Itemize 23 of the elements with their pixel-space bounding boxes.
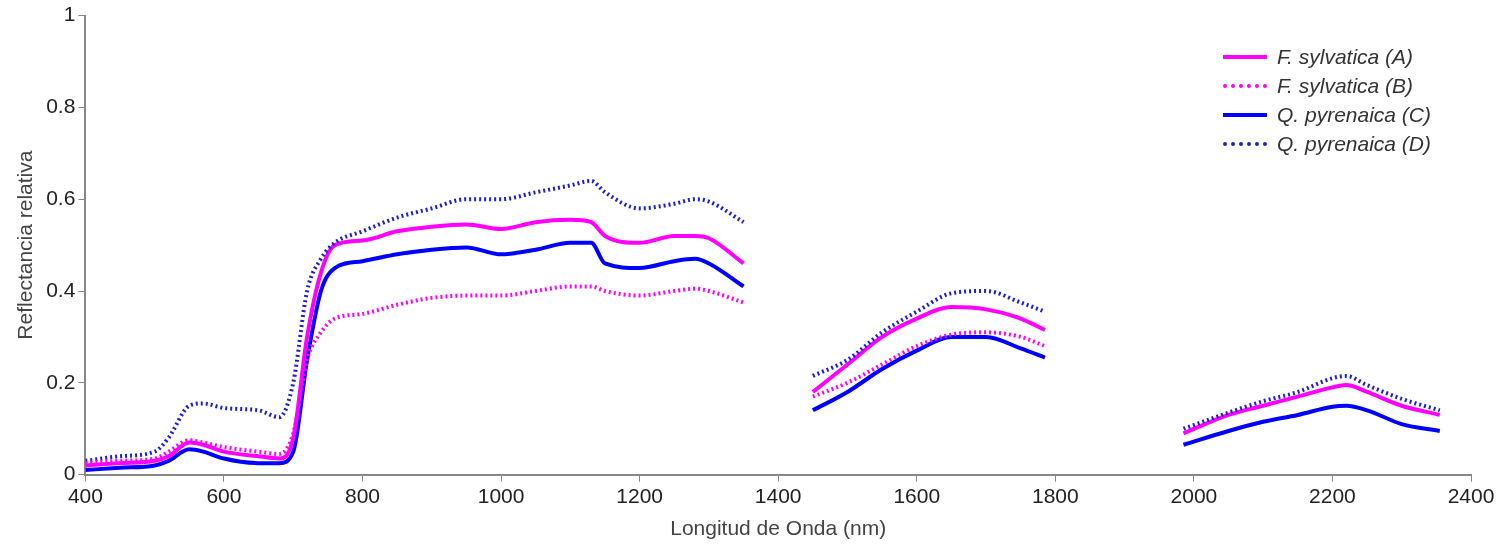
y-tick-label: 0.6 — [46, 186, 76, 209]
x-axis-title: Longitud de Onda (nm) — [670, 516, 887, 540]
legend-label: F. sylvatica (A) — [1276, 44, 1414, 69]
y-tick-label: 1 — [63, 2, 76, 26]
legend-label: Q. pyrenaica (C) — [1276, 102, 1431, 127]
x-tick-label: 1800 — [1031, 484, 1079, 507]
y-tick-label: 0.8 — [46, 94, 76, 118]
x-tick-label: 800 — [344, 484, 381, 507]
legend-label: F. sylvatica (B) — [1276, 73, 1414, 98]
x-tick-label: 1200 — [616, 484, 663, 507]
y-tick-label: 0.4 — [46, 277, 76, 301]
x-tick-label: 2400 — [1447, 484, 1495, 507]
x-tick-label: 400 — [67, 484, 103, 507]
y-axis-title: Reflectancia relativa — [13, 150, 37, 340]
x-tick-label: 1000 — [477, 484, 525, 507]
x-tick-label: 2200 — [1309, 484, 1356, 507]
x-tick-label: 1600 — [893, 484, 941, 507]
y-tick-label: 0 — [63, 461, 76, 485]
x-tick-label: 1400 — [754, 484, 802, 507]
y-tick-label: 0.2 — [46, 369, 76, 393]
x-tick-label: 600 — [206, 484, 242, 507]
x-tick-label: 2000 — [1170, 484, 1218, 507]
legend-label: Q. pyrenaica (D) — [1276, 131, 1431, 156]
